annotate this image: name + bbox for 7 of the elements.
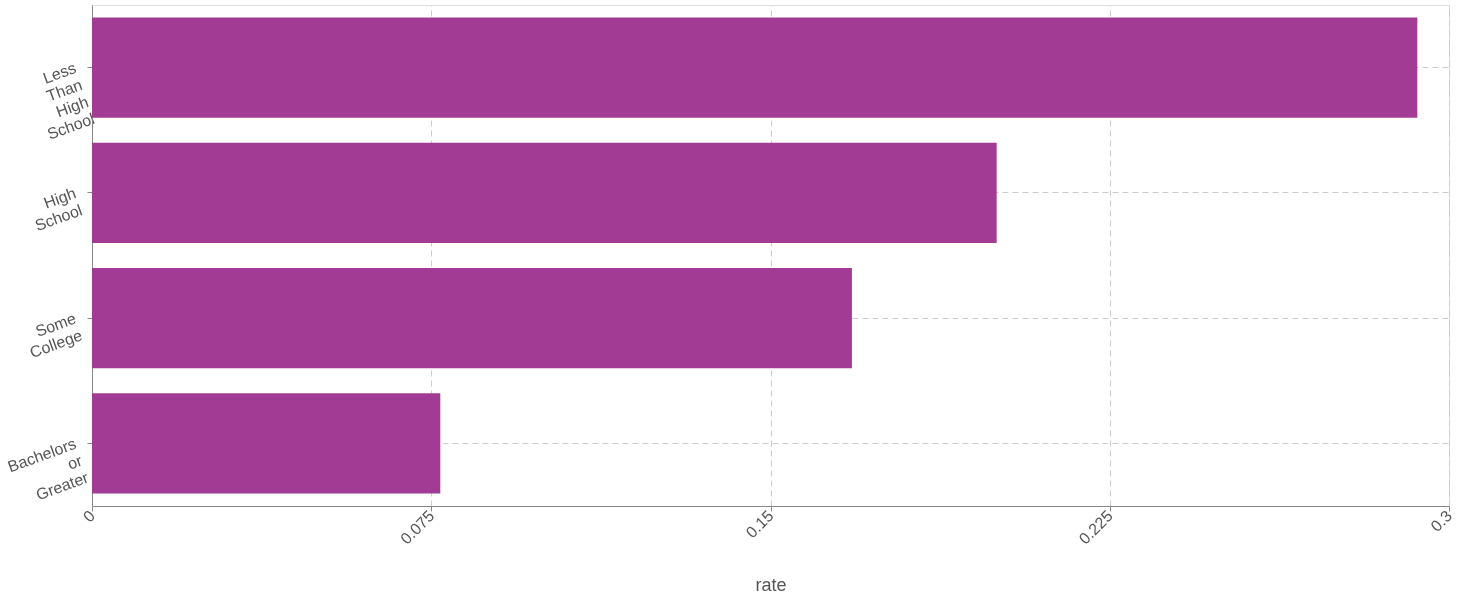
y-tick-label: Some College: [27, 309, 85, 362]
x-tick-label: 0.3: [1427, 507, 1456, 535]
x-axis-title: rate: [755, 575, 787, 596]
y-tick-label: High School: [32, 184, 85, 235]
x-tick-label: 0: [79, 507, 99, 526]
y-tick-label: Less Than High School: [40, 59, 97, 143]
x-tick-label: 0.15: [742, 507, 777, 542]
